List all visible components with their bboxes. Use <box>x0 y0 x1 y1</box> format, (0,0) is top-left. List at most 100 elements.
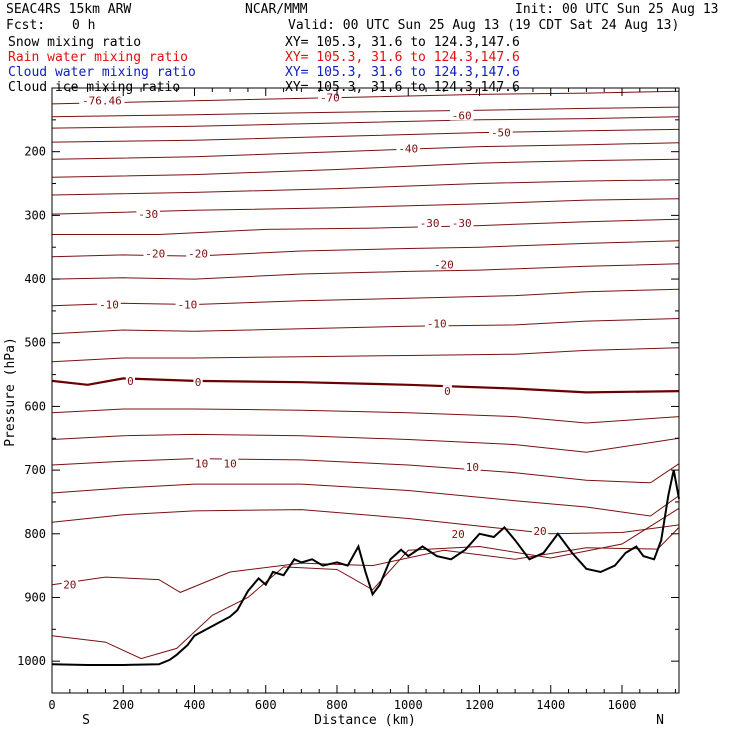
field-xy-snow: XY= 105.3, 31.6 to 124.3,147.6 <box>285 35 520 50</box>
isotherm-21 <box>51 507 680 660</box>
isotherm-9 <box>51 240 680 258</box>
x-tick-label: 800 <box>326 698 348 712</box>
contour-label: -20 <box>434 258 454 271</box>
isotherm-5 <box>51 158 680 178</box>
isotherm-11 <box>51 288 680 307</box>
contour-label: 20 <box>452 528 465 541</box>
contour-label-bg <box>143 247 168 259</box>
contour-label-bg <box>424 317 449 329</box>
isotherm-4 <box>51 142 680 160</box>
isotherm-2 <box>51 116 680 129</box>
contour-label: 0 <box>127 375 134 388</box>
isotherm-15 <box>51 408 680 424</box>
y-tick-label: 800 <box>24 527 46 541</box>
contour-label: 10 <box>466 461 479 474</box>
terrain-line <box>51 469 680 666</box>
plot-frame <box>51 87 680 694</box>
contour-label-bg <box>186 247 210 259</box>
contour-label: -30 <box>420 217 440 230</box>
isotherm-1 <box>51 106 680 118</box>
y-tick-label: 1000 <box>17 654 46 668</box>
fcst-label: Fcst: <box>6 18 46 33</box>
contour-label: -30 <box>138 208 158 221</box>
isotherm-8 <box>52 218 680 235</box>
contour-label-bg <box>193 457 210 469</box>
contour-label: -30 <box>452 217 472 230</box>
isotherm-18 <box>51 483 680 517</box>
model-title: SEAC4RS 15km ARW <box>6 2 132 17</box>
contour-label-bg <box>221 457 239 469</box>
contour-label: -70 <box>320 92 340 105</box>
field-xy-rain: XY= 105.3, 31.6 to 124.3,147.6 <box>285 50 520 65</box>
contour-label-bg <box>175 298 200 310</box>
contour-label-bg <box>449 217 474 229</box>
contour-label-bg <box>442 385 453 397</box>
contour-label-bg <box>97 298 121 310</box>
isotherm-12 <box>51 318 680 335</box>
contour-label-bg <box>193 376 203 388</box>
x-tick-label: 0 <box>48 698 55 712</box>
isotherm-0 <box>51 90 680 105</box>
org-label: NCAR/MMM <box>245 2 308 17</box>
y-axis-label: Pressure (hPa) <box>3 337 18 447</box>
y-tick-label: 600 <box>24 399 46 413</box>
x-tick-label: 1000 <box>394 698 423 712</box>
contour-label-bg <box>531 525 549 537</box>
contour-label-bg <box>396 142 421 154</box>
isotherm-6 <box>51 179 680 196</box>
isotherm-13 <box>51 347 680 363</box>
contour-label-bg <box>464 460 481 472</box>
field-name-rain: Rain water mixing ratio <box>8 50 189 65</box>
isotherm-20 <box>51 527 680 593</box>
contour-label: 0 <box>195 376 202 389</box>
contour-label-bg <box>79 94 125 106</box>
south-end-label: S <box>82 713 90 728</box>
y-tick-label: 900 <box>24 590 46 604</box>
contour-label-bg <box>449 109 474 121</box>
x-tick-label: 1200 <box>465 698 494 712</box>
contour-label: -50 <box>491 127 511 140</box>
y-tick-label: 200 <box>24 145 46 159</box>
contour-label-bg <box>449 527 467 539</box>
isotherm-16 <box>51 433 680 453</box>
isotherm-17 <box>51 458 680 484</box>
x-tick-label: 400 <box>184 698 206 712</box>
fcst-value: 0 h <box>72 18 96 33</box>
contour-label: 10 <box>224 458 237 471</box>
x-tick-label: 200 <box>112 698 134 712</box>
contour-label-bg <box>417 217 442 229</box>
contour-label: -20 <box>145 248 165 261</box>
contour-label: -10 <box>177 299 197 312</box>
isotherm-7 <box>51 198 680 215</box>
contour-label-bg <box>136 208 160 220</box>
y-tick-label: 500 <box>24 336 46 350</box>
contour-label: -76.46 <box>82 95 122 108</box>
x-tick-label: 1400 <box>536 698 565 712</box>
contour-label: 10 <box>195 458 208 471</box>
contour-label-bg <box>318 91 342 103</box>
contour-label: -20 <box>188 248 208 261</box>
contour-label-bg <box>61 578 79 590</box>
contour-label: 20 <box>63 579 76 592</box>
isotherm-10 <box>51 263 680 280</box>
contour-label: -40 <box>398 143 418 156</box>
contour-label-bg <box>125 374 135 386</box>
axis-ticks: 0 200 400 600 800 1000 1200 1400 160020030040050… <box>17 88 679 712</box>
contour-label: 0 <box>444 385 451 398</box>
x-tick-label: 1600 <box>608 698 637 712</box>
valid-time: Valid: 00 UTC Sun 25 Aug 13 (19 CDT Sat … <box>288 18 680 33</box>
contour-label: 20 <box>533 525 546 538</box>
field-xy-cloud-water: XY= 105.3, 31.6 to 124.3,147.6 <box>285 65 520 80</box>
y-tick-label: 700 <box>24 463 46 477</box>
north-end-label: N <box>656 713 664 728</box>
zero-isotherm <box>51 377 680 394</box>
y-tick-label: 300 <box>24 208 46 222</box>
contour-label: -60 <box>452 109 472 122</box>
contour-labels: -76.46 -70 -60 -50 -40 -30 -30 -30 -20 -20 -20 -10 -… <box>61 91 549 592</box>
isotherm-19 <box>51 509 680 535</box>
x-axis-label: Distance (km) <box>314 713 416 728</box>
x-tick-label: 600 <box>255 698 277 712</box>
contour-label: -10 <box>427 318 447 331</box>
init-time: Init: 00 UTC Sun 25 Aug 13 <box>515 2 719 17</box>
